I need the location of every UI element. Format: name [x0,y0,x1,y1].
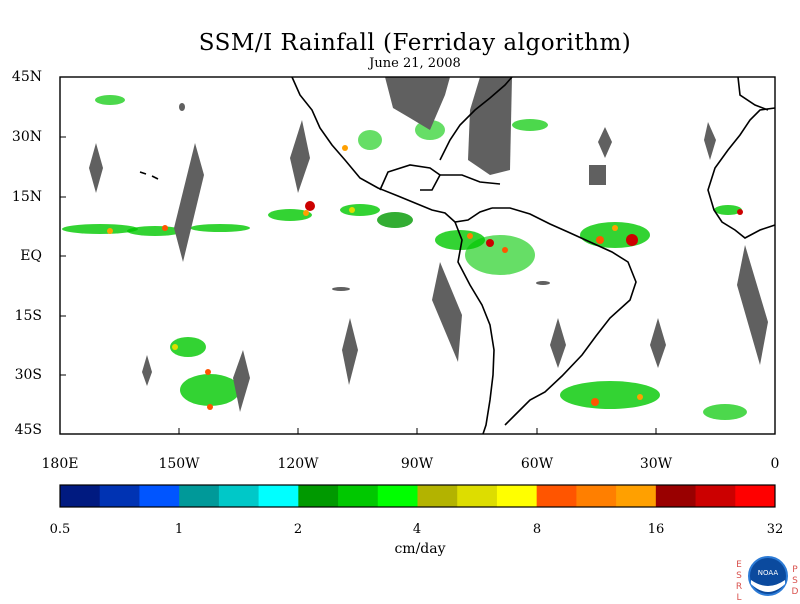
lat-label-45s: 45S [14,422,42,438]
colorbar-swatch [139,485,180,507]
colorbar-swatch [338,485,379,507]
lon-label-60w: 60W [520,456,554,472]
lon-label-90w: 90W [400,456,434,472]
lon-label-150w: 150W [158,456,200,472]
colorbar-swatch [258,485,299,507]
colorbar-swatch [735,485,776,507]
lat-label-eq: EQ [20,248,42,264]
colorbar-tick-0-5: 0.5 [49,522,71,537]
colorbar-swatch [377,485,418,507]
colorbar-swatch [496,485,538,507]
colorbar-swatch [576,485,617,507]
map-title: SSM/I Rainfall (Ferriday algorithm) [198,30,632,56]
colorbar-tick-32: 32 [766,522,784,537]
colorbar [60,485,776,507]
colorbar-swatch [179,485,220,507]
lat-label-30s: 30S [14,367,42,383]
colorbar-swatch [218,485,260,507]
noaa-logo-text: NOAA [758,569,779,577]
colorbar-tick-2: 2 [293,522,303,537]
lat-label-30n: 30N [11,129,42,145]
lon-label-120w: 120W [277,456,319,472]
colorbar-swatch [417,485,458,507]
map-subtitle: June 21, 2008 [369,56,461,71]
colorbar-units: cm/day [394,541,446,557]
colorbar-tick-1: 1 [174,522,184,537]
axis-ticks [60,136,657,434]
colorbar-swatch [536,485,577,507]
lat-label-15s: 15S [14,308,42,324]
lon-label-180e: 180E [41,456,79,472]
coastlines [139,76,776,435]
colorbar-tick-16: 16 [647,522,665,537]
lon-label-0: 0 [770,456,780,472]
colorbar-swatch [60,485,101,507]
lon-label-30w: 30W [639,456,673,472]
colorbar-swatch [695,485,736,507]
colorbar-swatch [298,485,339,507]
colorbar-swatch [616,485,657,507]
no-data-swaths [89,77,768,412]
lat-label-15n: 15N [11,189,42,205]
colorbar-tick-8: 8 [532,522,542,537]
colorbar-tick-4: 4 [412,522,422,537]
noaa-logo: NOAA [748,556,788,596]
colorbar-swatch [99,485,140,507]
lat-label-45n: 45N [11,69,42,85]
colorbar-swatch [457,485,498,507]
colorbar-swatch [655,485,697,507]
